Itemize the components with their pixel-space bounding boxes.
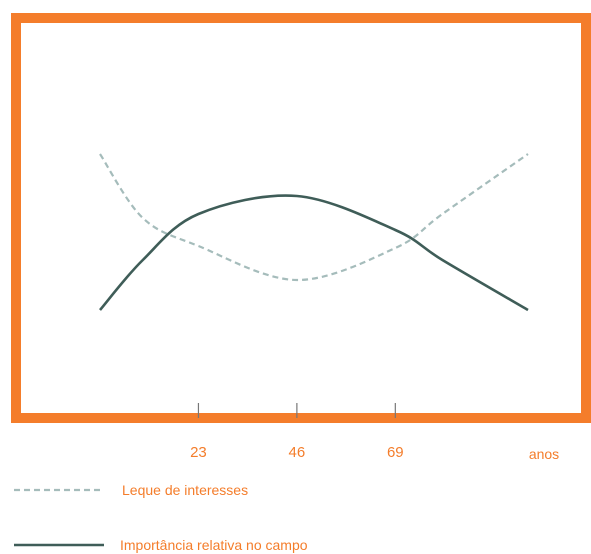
- x-tick-label-69: 69: [387, 444, 404, 461]
- series-line-importancia-relativa: [99, 194, 529, 312]
- x-axis-unit-label: anos: [529, 446, 559, 462]
- legend-label-leque: Leque de interesses: [122, 482, 248, 498]
- x-axis-tick-labels: 23 46 69: [190, 444, 404, 461]
- x-axis-ticks: [197, 403, 396, 418]
- chart-frame: [11, 13, 591, 423]
- series-line-leque-de-interesses: [99, 153, 529, 282]
- series-layer: [99, 153, 529, 312]
- legend: Leque de interesses Importância relativa…: [14, 482, 308, 553]
- legend-label-importancia: Importância relativa no campo: [120, 537, 308, 553]
- x-tick-label-23: 23: [190, 444, 207, 461]
- x-tick-label-46: 46: [289, 444, 306, 461]
